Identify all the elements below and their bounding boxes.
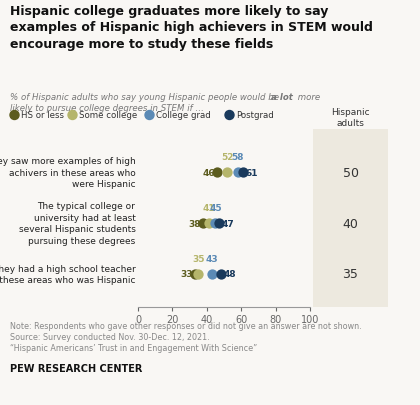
Text: They had a high school teacher
in these areas who was Hispanic: They had a high school teacher in these … <box>0 264 135 284</box>
Point <box>200 220 207 227</box>
Text: The typical college or
university had at least
several Hispanic students
pursuin: The typical college or university had at… <box>18 202 135 245</box>
Point <box>215 220 222 227</box>
Circle shape <box>145 111 154 120</box>
Text: Hispanic
adults: Hispanic adults <box>331 108 370 128</box>
Text: 58: 58 <box>231 153 244 162</box>
Text: 40: 40 <box>343 217 358 230</box>
Point <box>209 271 215 277</box>
Point <box>239 170 246 176</box>
Text: College grad: College grad <box>156 111 211 120</box>
Text: 61: 61 <box>246 168 258 177</box>
Text: Postgrad: Postgrad <box>236 111 274 120</box>
Text: 46: 46 <box>202 168 215 177</box>
Text: 41: 41 <box>202 203 215 212</box>
Point <box>234 170 241 176</box>
Point <box>224 170 231 176</box>
Point <box>192 271 198 277</box>
Text: 38: 38 <box>189 219 201 228</box>
Text: Note: Respondents who gave other responses or did not give an answer are not sho: Note: Respondents who gave other respons… <box>10 321 362 330</box>
Text: PEW RESEARCH CENTER: PEW RESEARCH CENTER <box>10 363 142 373</box>
Text: Source: Survey conducted Nov. 30-Dec. 12, 2021.: Source: Survey conducted Nov. 30-Dec. 12… <box>10 332 210 341</box>
Circle shape <box>225 111 234 120</box>
Text: a lot: a lot <box>271 93 293 102</box>
Text: 52: 52 <box>221 153 234 162</box>
Text: 48: 48 <box>223 270 236 279</box>
Text: 35: 35 <box>343 268 358 281</box>
Text: 35: 35 <box>192 254 205 263</box>
Text: 47: 47 <box>221 219 234 228</box>
Text: 50: 50 <box>342 166 359 179</box>
Point <box>212 220 219 227</box>
Text: “Hispanic Americans’ Trust in and Engagement With Science”: “Hispanic Americans’ Trust in and Engage… <box>10 343 257 352</box>
Text: % of Hispanic adults who say young Hispanic people would be: % of Hispanic adults who say young Hispa… <box>10 93 282 102</box>
Circle shape <box>68 111 77 120</box>
Circle shape <box>10 111 19 120</box>
Point <box>205 220 212 227</box>
Text: HS or less: HS or less <box>21 111 64 120</box>
Text: 45: 45 <box>209 203 222 212</box>
Point <box>195 271 202 277</box>
Text: Hispanic college graduates more likely to say
examples of Hispanic high achiever: Hispanic college graduates more likely t… <box>10 5 373 51</box>
Text: Some college: Some college <box>79 111 137 120</box>
Text: They saw more examples of high
achivers in these areas who
were Hispanic: They saw more examples of high achivers … <box>0 157 135 189</box>
Text: 43: 43 <box>206 254 218 263</box>
Text: more: more <box>295 93 320 102</box>
Text: likely to pursue college degrees in STEM if …: likely to pursue college degrees in STEM… <box>10 104 204 113</box>
Point <box>214 170 220 176</box>
Text: 33: 33 <box>180 270 193 279</box>
Point <box>217 271 224 277</box>
